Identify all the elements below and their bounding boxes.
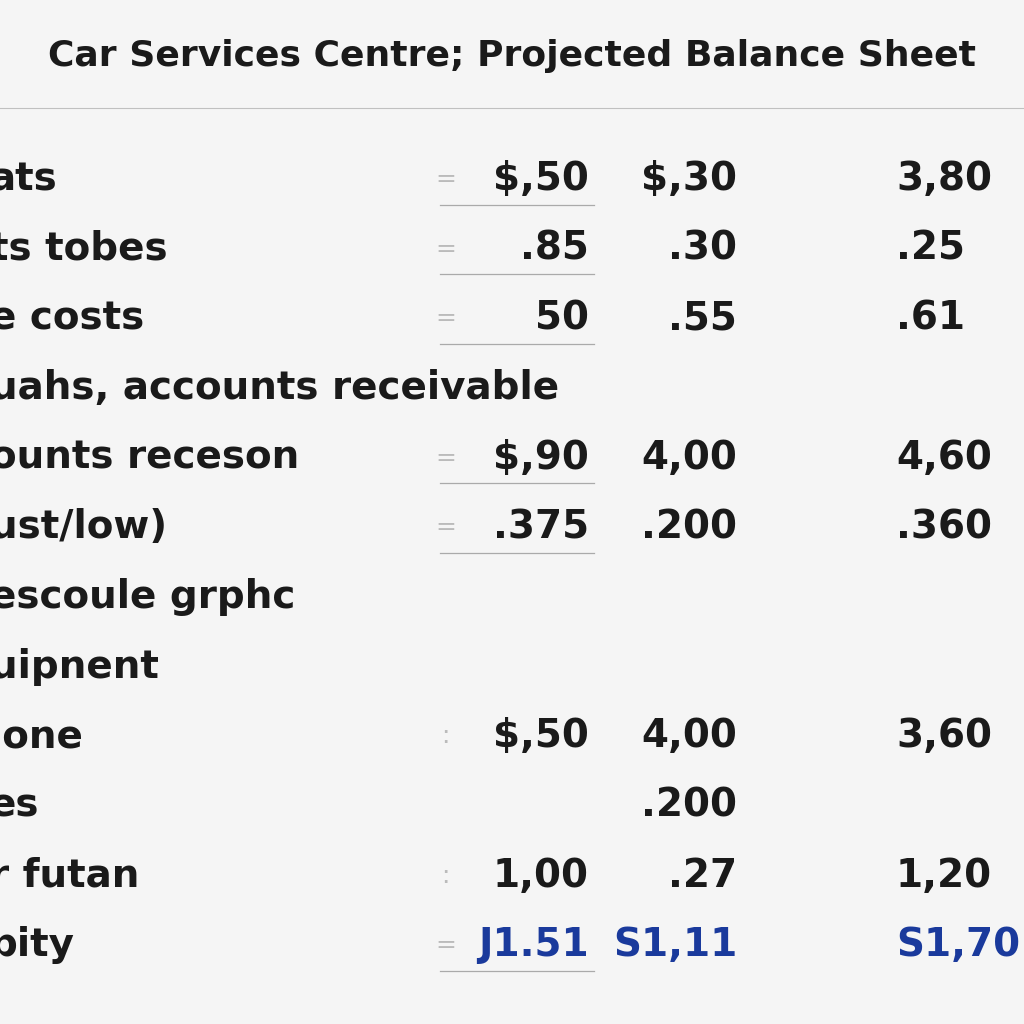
- Text: $,30: $,30: [641, 160, 737, 199]
- Text: =: =: [435, 933, 456, 957]
- Text: .27: .27: [668, 856, 737, 895]
- Text: 4,00: 4,00: [641, 717, 737, 756]
- Text: Car Services Centre; Projected Balance Sheet: Car Services Centre; Projected Balance S…: [48, 39, 976, 74]
- Text: .30: .30: [669, 229, 737, 268]
- Text: .200: .200: [641, 508, 737, 547]
- Text: pity: pity: [0, 926, 75, 965]
- Text: lone: lone: [0, 717, 84, 756]
- Text: 4,00: 4,00: [641, 438, 737, 477]
- Text: 1,20: 1,20: [896, 856, 992, 895]
- Text: .25: .25: [896, 229, 965, 268]
- Text: $,50: $,50: [493, 160, 589, 199]
- Text: .55: .55: [669, 299, 737, 338]
- Text: S1,70: S1,70: [896, 926, 1020, 965]
- Text: r futan: r futan: [0, 856, 139, 895]
- Text: .360: .360: [896, 508, 992, 547]
- Text: 1,00: 1,00: [493, 856, 589, 895]
- Text: .85: .85: [520, 229, 589, 268]
- Text: escoule grphc: escoule grphc: [0, 578, 295, 616]
- Text: 4,60: 4,60: [896, 438, 992, 477]
- Text: :: :: [441, 863, 450, 888]
- Text: $,90: $,90: [493, 438, 589, 477]
- Text: e costs: e costs: [0, 299, 144, 338]
- Text: S1,11: S1,11: [613, 926, 737, 965]
- Text: ats: ats: [0, 160, 57, 199]
- Text: uahs, accounts receivable: uahs, accounts receivable: [0, 369, 559, 408]
- Text: uipnent: uipnent: [0, 647, 159, 686]
- Text: =: =: [435, 167, 456, 191]
- Text: .200: .200: [641, 786, 737, 825]
- Text: es: es: [0, 786, 39, 825]
- Text: =: =: [435, 306, 456, 331]
- Text: =: =: [435, 515, 456, 540]
- Text: ts tobes: ts tobes: [0, 229, 167, 268]
- Text: $,50: $,50: [493, 717, 589, 756]
- Text: 3,60: 3,60: [896, 717, 992, 756]
- Text: 50: 50: [535, 299, 589, 338]
- Text: :: :: [441, 724, 450, 749]
- Text: .375: .375: [493, 508, 589, 547]
- Text: ust/low): ust/low): [0, 508, 167, 547]
- Text: =: =: [435, 445, 456, 470]
- Text: 3,80: 3,80: [896, 160, 992, 199]
- Text: J1.51: J1.51: [478, 926, 589, 965]
- Text: =: =: [435, 237, 456, 261]
- Text: .61: .61: [896, 299, 965, 338]
- Text: ounts receson: ounts receson: [0, 438, 299, 477]
